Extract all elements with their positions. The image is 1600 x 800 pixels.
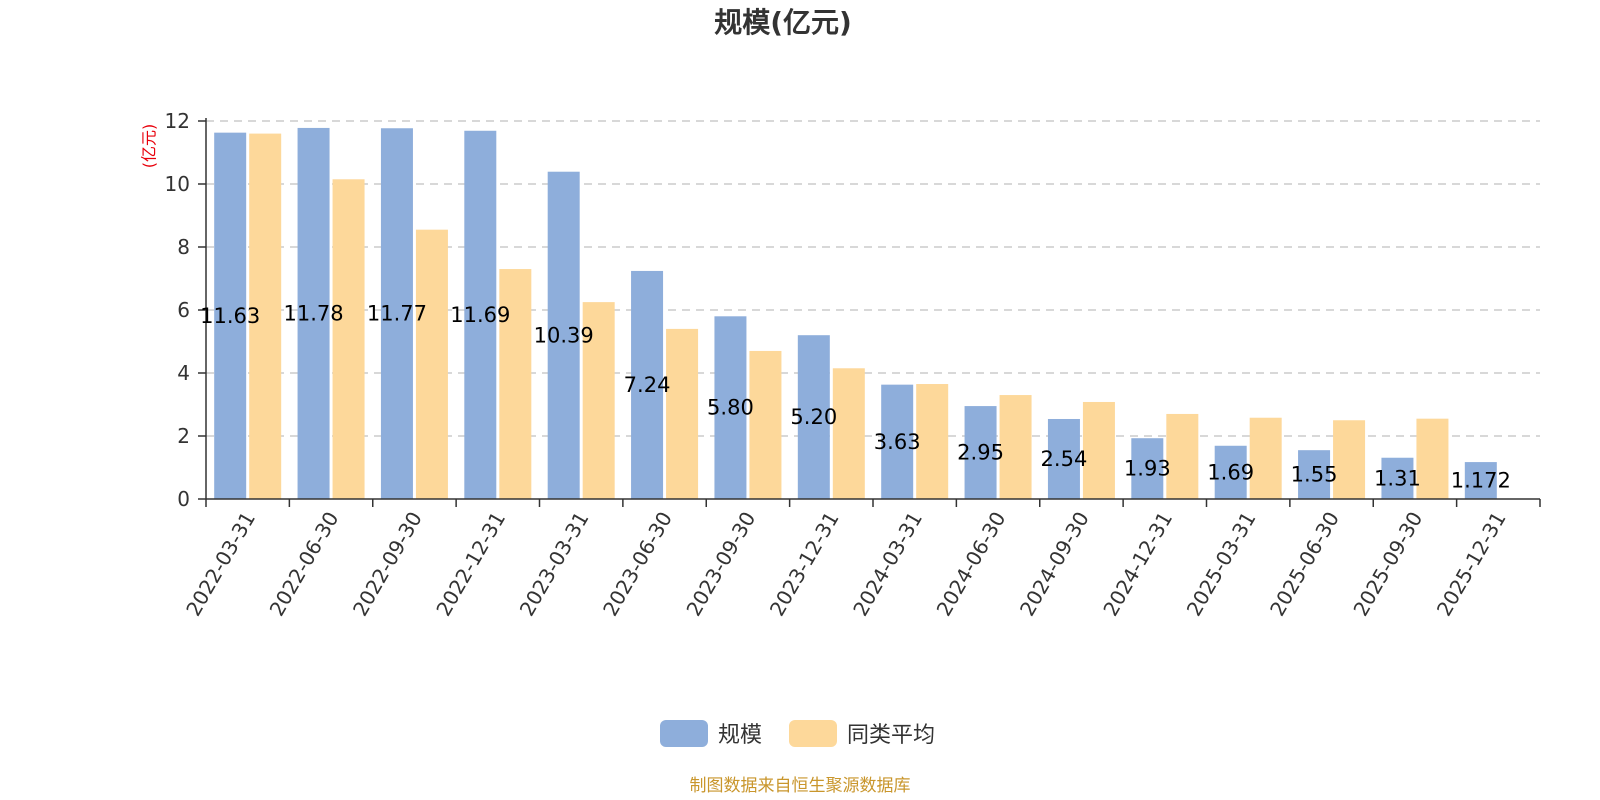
y-tick-label: 6 <box>177 298 190 322</box>
bar-scale[interactable] <box>714 316 747 499</box>
data-label-scale: 5.80 <box>707 396 754 420</box>
bar-peer-average[interactable] <box>749 350 782 499</box>
bar-scale[interactable] <box>964 406 997 499</box>
data-label-scale: 11.78 <box>284 301 344 325</box>
x-tick-label: 2022-06-30 <box>264 508 343 621</box>
x-tick-label: 2025-12-31 <box>1432 508 1511 621</box>
data-label-scale: 2.54 <box>1041 447 1088 471</box>
y-tick-label: 10 <box>165 172 190 196</box>
y-tick-label: 8 <box>177 235 190 259</box>
data-label-scale: 11.77 <box>367 302 427 326</box>
bar-scale[interactable] <box>214 132 247 499</box>
legend-swatch-peer-average[interactable] <box>789 720 837 747</box>
bar-scale[interactable] <box>547 171 580 499</box>
y-tick-label: 12 <box>165 109 190 133</box>
bar-scale[interactable] <box>464 130 497 499</box>
x-tick-label: 2024-09-30 <box>1015 508 1094 621</box>
x-tick-label: 2024-03-31 <box>848 508 927 621</box>
bar-peer-average[interactable] <box>1249 417 1282 499</box>
axes <box>198 118 1541 507</box>
legend[interactable]: 规模 同类平均 <box>660 720 935 748</box>
bar-scale[interactable] <box>1047 418 1080 499</box>
bar-peer-average[interactable] <box>1333 420 1366 499</box>
x-tick-label: 2024-06-30 <box>931 508 1010 621</box>
y-tick-label: 4 <box>177 361 190 385</box>
bar-scale[interactable] <box>1381 457 1414 499</box>
x-tick-label: 2023-12-31 <box>765 508 844 621</box>
bar-peer-average[interactable] <box>249 133 282 499</box>
data-label-scale: 1.69 <box>1207 460 1254 484</box>
bar-peer-average[interactable] <box>832 368 865 499</box>
bar-peer-average[interactable] <box>415 229 448 500</box>
legend-label-peer-average[interactable]: 同类平均 <box>847 723 935 748</box>
bar-peer-average[interactable] <box>1082 401 1115 499</box>
data-label-scale: 2.95 <box>957 441 1004 465</box>
data-label-scale: 11.69 <box>450 303 510 327</box>
data-labels: 11.63 11.78 11.77 11.69 10.39 7.24 5.80 5.20 3.6… <box>200 301 1511 492</box>
data-label-scale: 5.20 <box>790 405 837 429</box>
data-label-scale: 3.63 <box>874 430 921 454</box>
x-tick-label: 2025-03-31 <box>1182 508 1261 621</box>
chart-title: 规模(亿元) <box>714 6 852 39</box>
x-tick-label: 2022-12-31 <box>431 508 510 621</box>
x-tick-label: 2022-09-30 <box>348 508 427 621</box>
bar-scale[interactable] <box>797 335 830 499</box>
data-label-scale: 1.31 <box>1374 466 1421 490</box>
bar-scale[interactable] <box>631 270 664 499</box>
data-label-scale: 1.93 <box>1124 457 1171 481</box>
x-tick-label: 2024-12-31 <box>1098 508 1177 621</box>
x-tick-label: 2023-03-31 <box>515 508 594 621</box>
legend-swatch-scale[interactable] <box>660 720 708 747</box>
x-tick-label: 2022-03-31 <box>181 508 260 621</box>
x-tick-label: 2025-06-30 <box>1265 508 1344 621</box>
data-label-scale: 7.24 <box>624 373 671 397</box>
bar-peer-average[interactable] <box>582 302 615 499</box>
bar-peer-average[interactable] <box>332 179 365 499</box>
bar-peer-average[interactable] <box>1166 413 1199 499</box>
bars <box>214 127 1497 500</box>
bar-scale[interactable] <box>297 127 330 500</box>
bar-scale[interactable] <box>1131 438 1164 499</box>
data-label-scale: 1.172 <box>1451 469 1511 493</box>
legend-label-scale[interactable]: 规模 <box>718 723 762 748</box>
bar-scale[interactable] <box>1214 445 1247 499</box>
x-tick-label: 2025-09-30 <box>1348 508 1427 621</box>
gridlines <box>206 120 1540 437</box>
x-tick-label: 2023-06-30 <box>598 508 677 621</box>
bar-scale[interactable] <box>881 384 914 499</box>
y-axis-unit-label: (亿元) <box>140 124 159 169</box>
bar-scale[interactable] <box>1298 450 1331 499</box>
bar-scale[interactable] <box>380 128 413 499</box>
data-label-scale: 1.55 <box>1291 463 1338 487</box>
bar-peer-average[interactable] <box>1416 418 1449 499</box>
bar-peer-average[interactable] <box>666 328 699 499</box>
bar-peer-average[interactable] <box>999 395 1032 499</box>
bar-peer-average[interactable] <box>916 384 949 499</box>
data-label-scale: 10.39 <box>534 323 594 347</box>
x-tick-label: 2023-09-30 <box>681 508 760 621</box>
bar-peer-average[interactable] <box>499 269 532 499</box>
y-tick-label: 2 <box>177 424 190 448</box>
data-source-note: 制图数据来自恒生聚源数据库 <box>690 776 911 796</box>
y-tick-label: 0 <box>177 487 190 511</box>
bar-scale[interactable] <box>1464 462 1497 499</box>
data-label-scale: 11.63 <box>200 304 260 328</box>
